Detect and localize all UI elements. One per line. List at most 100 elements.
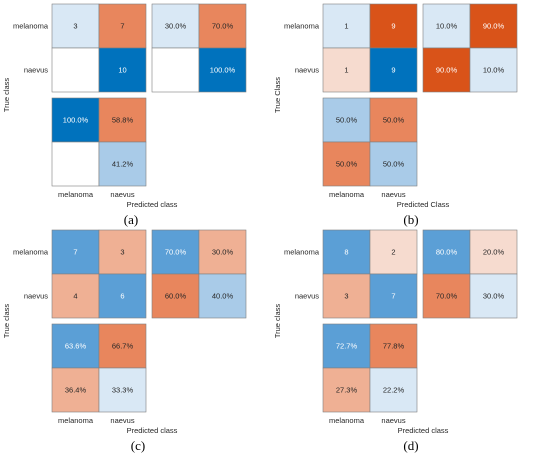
row-summary-cell [422, 229, 471, 275]
row-summary-cell [198, 47, 247, 93]
row-summary-value: 70.0% [212, 22, 234, 31]
matrix-cell-value: 8 [344, 248, 348, 257]
row-summary-cell [151, 47, 200, 93]
column-summary-value: 50.0% [383, 160, 405, 169]
column-summary-cell [51, 141, 100, 187]
matrix-cell [51, 229, 100, 275]
matrix-cell [322, 3, 371, 49]
row-label: melanoma [13, 22, 49, 31]
matrix-cell [322, 47, 371, 93]
column-summary-cell [322, 323, 371, 369]
row-label: naevus [295, 66, 319, 75]
column-summary-value: 58.8% [112, 116, 134, 125]
column-summary-cell [98, 141, 147, 187]
confusion-matrix-panel-4: 8 2 3 7 80.0% 20.0% 70.0% 30.0% 72.7% 77.8% 27.3% 2… [273, 229, 518, 453]
confusion-matrix-panel-2: 1 9 1 9 10.0% 90.0% 90.0% 10.0% 50.0% 50.0% 50.0% 5… [273, 3, 518, 227]
matrix-cell [369, 3, 418, 49]
panel-caption: (d) [403, 438, 418, 453]
column-summary-value: 63.6% [65, 342, 87, 351]
panel-caption: (b) [403, 212, 418, 227]
row-summary-value: 100.0% [210, 66, 236, 75]
matrix-cell [369, 229, 418, 275]
column-summary-cell [322, 141, 371, 187]
row-summary-cell [422, 47, 471, 93]
row-summary-cell [151, 3, 200, 49]
confusion-matrix-panel-3: 7 3 4 6 70.0% 30.0% 60.0% 40.0% 63.6% 66.7% 36.4% 3… [2, 229, 247, 453]
matrix-cell-value: 6 [120, 292, 124, 301]
column-summary-value: 77.8% [383, 342, 405, 351]
column-summary-value: 50.0% [336, 160, 358, 169]
x-axis-title: Predicted Class [397, 200, 450, 209]
row-summary-cell [198, 3, 247, 49]
column-label: naevus [110, 416, 134, 425]
row-summary-value: 40.0% [212, 292, 234, 301]
matrix-cell-value: 1 [344, 22, 348, 31]
row-summary-cell [198, 273, 247, 319]
panel-caption: (c) [131, 438, 145, 453]
row-summary-value: 80.0% [436, 248, 458, 257]
row-label: melanoma [284, 248, 320, 257]
row-summary-cell [469, 273, 518, 319]
column-summary-value: 22.2% [383, 386, 405, 395]
row-summary-cell [151, 273, 200, 319]
confusion-matrix-panel-1: 3 7 10 30.0% 70.0% 100.0% 100.0% 58.8% 41.2% mela… [2, 3, 247, 227]
row-summary-cell [198, 229, 247, 275]
matrix-cell [51, 3, 100, 49]
column-label: naevus [381, 190, 405, 199]
column-label: melanoma [329, 416, 365, 425]
matrix-cell-value: 9 [391, 22, 395, 31]
matrix-cell [98, 3, 147, 49]
column-summary-cell [369, 141, 418, 187]
row-label: melanoma [284, 22, 320, 31]
matrix-cell-value: 2 [391, 248, 395, 257]
y-axis-title: True class [2, 78, 11, 113]
matrix-cell-value: 3 [120, 248, 124, 257]
matrix-cell [369, 273, 418, 319]
column-summary-cell [369, 97, 418, 143]
matrix-cell-value: 10 [118, 66, 126, 75]
matrix-cell-value: 7 [73, 248, 77, 257]
y-axis-title: True class [2, 304, 11, 339]
column-summary-value: 27.3% [336, 386, 358, 395]
column-summary-value: 36.4% [65, 386, 87, 395]
column-summary-cell [98, 97, 147, 143]
column-summary-cell [369, 323, 418, 369]
column-label: melanoma [58, 190, 94, 199]
column-summary-value: 41.2% [112, 160, 134, 169]
column-summary-cell [98, 367, 147, 413]
row-label: naevus [295, 292, 319, 301]
matrix-cell-value: 4 [73, 292, 77, 301]
matrix-cell-value: 3 [344, 292, 348, 301]
row-summary-value: 70.0% [436, 292, 458, 301]
matrix-cell [322, 273, 371, 319]
row-label: naevus [24, 292, 48, 301]
row-summary-value: 70.0% [165, 248, 187, 257]
column-summary-cell [98, 323, 147, 369]
row-summary-value: 30.0% [212, 248, 234, 257]
column-label: naevus [381, 416, 405, 425]
column-label: melanoma [329, 190, 365, 199]
x-axis-title: Predicted class [398, 426, 449, 435]
row-label: naevus [24, 66, 48, 75]
row-summary-value: 60.0% [165, 292, 187, 301]
x-axis-title: Predicted class [127, 200, 178, 209]
column-label: naevus [110, 190, 134, 199]
y-axis-title: True class [273, 304, 282, 339]
row-summary-cell [469, 229, 518, 275]
matrix-cell-value: 3 [73, 22, 77, 31]
y-axis-title: True Class [273, 77, 282, 113]
matrix-cell [51, 47, 100, 93]
column-summary-value: 66.7% [112, 342, 134, 351]
column-summary-value: 72.7% [336, 342, 358, 351]
matrix-cell [369, 47, 418, 93]
column-summary-value: 50.0% [336, 116, 358, 125]
row-summary-cell [469, 47, 518, 93]
column-summary-value: 33.3% [112, 386, 134, 395]
x-axis-title: Predicted class [127, 426, 178, 435]
row-summary-value: 90.0% [483, 22, 505, 31]
row-summary-cell [469, 3, 518, 49]
matrix-cell-value: 1 [344, 66, 348, 75]
column-label: melanoma [58, 416, 94, 425]
column-summary-cell [322, 97, 371, 143]
